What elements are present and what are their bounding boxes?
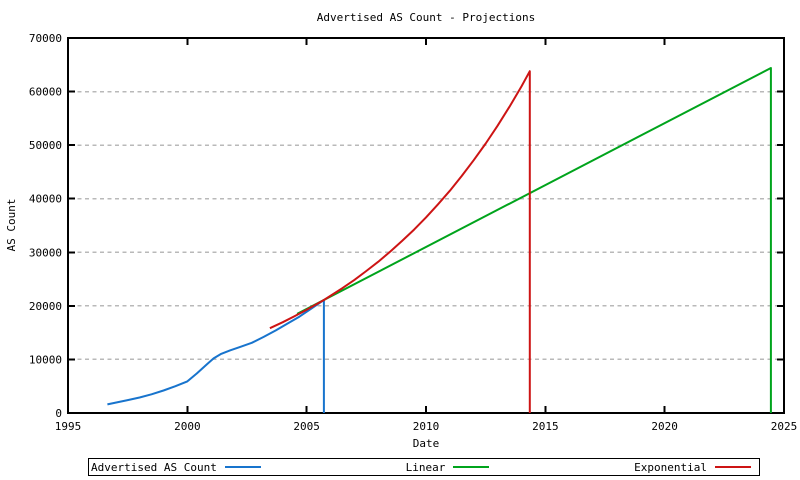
- x-tick-label: 2025: [771, 420, 798, 433]
- legend-line-sample-linear: [453, 466, 490, 468]
- legend: Advertised AS Count Linear Exponential: [88, 458, 760, 476]
- legend-label-exponential: Exponential: [634, 460, 707, 474]
- legend-entry-advertised-as-count: Advertised AS Count: [91, 461, 261, 474]
- plot-border: [67, 37, 785, 414]
- legend-entry-linear: Linear: [406, 461, 490, 474]
- x-tick-label: 2020: [651, 420, 678, 433]
- y-tick-label: 70000: [29, 32, 62, 45]
- y-tick-label: 40000: [29, 193, 62, 206]
- chart-title: Advertised AS Count - Projections: [317, 11, 536, 24]
- legend-line-sample-advertised: [224, 466, 261, 468]
- x-tick-label: 2010: [413, 420, 440, 433]
- tick-labels: 1995 2000 2005 2010 2015 2020 2025 0 10000 20000 3…: [29, 32, 797, 433]
- legend-line-sample-exponential: [714, 466, 751, 468]
- y-axis-label: AS Count: [5, 199, 18, 252]
- y-tick-label: 0: [55, 407, 62, 420]
- legend-label-linear: Linear: [405, 460, 446, 474]
- series-line-linear: [296, 67, 772, 413]
- series-line-advertised-as-count: [107, 299, 325, 413]
- y-tick-label: 50000: [29, 139, 62, 152]
- plot-series: [107, 67, 772, 413]
- x-tick-label: 1995: [55, 420, 82, 433]
- y-tick-label: 30000: [29, 246, 62, 259]
- axis-ticks: [67, 37, 785, 414]
- x-tick-label: 2005: [293, 420, 320, 433]
- y-tick-label: 60000: [29, 86, 62, 99]
- x-tick-label: 2000: [174, 420, 201, 433]
- y-tick-label: 20000: [29, 300, 62, 313]
- series-line-exponential: [269, 70, 531, 413]
- y-tick-label: 10000: [29, 353, 62, 366]
- legend-label-advertised-as-count: Advertised AS Count: [91, 460, 217, 474]
- x-tick-label: 2015: [532, 420, 559, 433]
- gridlines: [70, 90, 782, 361]
- legend-entry-exponential: Exponential: [634, 461, 751, 474]
- x-axis-label: Date: [413, 437, 440, 450]
